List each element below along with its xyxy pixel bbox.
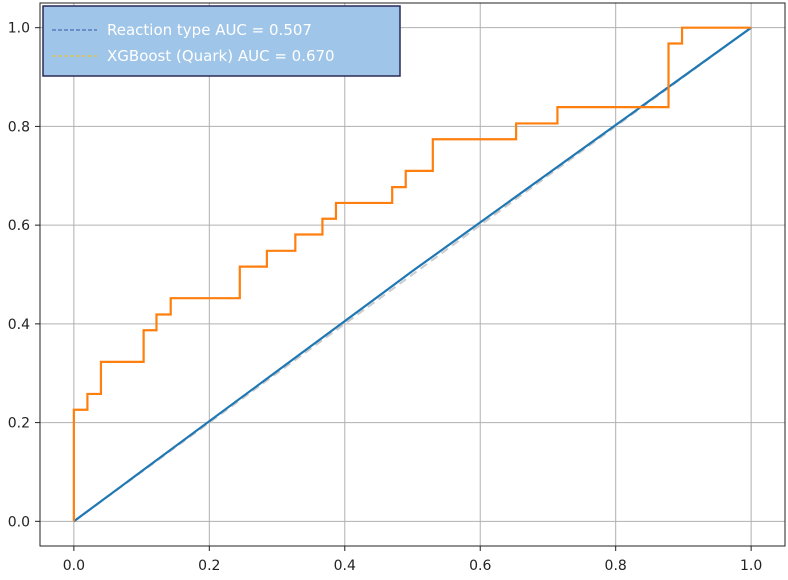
legend-label-reaction-type: Reaction type AUC = 0.507 bbox=[107, 21, 312, 39]
legend-label-xgboost: XGBoost (Quark) AUC = 0.670 bbox=[107, 47, 335, 65]
legend-box bbox=[42, 5, 401, 77]
x-tick-label: 0.8 bbox=[605, 558, 627, 574]
x-tick-label: 1.0 bbox=[740, 558, 762, 574]
x-tick-label: 0.2 bbox=[198, 558, 220, 574]
y-tick-label: 0.0 bbox=[8, 514, 30, 530]
x-tick-label: 0.0 bbox=[63, 558, 85, 574]
legend: Reaction type AUC = 0.507 XGBoost (Quark… bbox=[42, 5, 401, 77]
x-axis-ticks: 0.0 0.2 0.4 0.6 0.8 1.0 bbox=[63, 546, 762, 574]
roc-curve-reaction-type bbox=[73, 26, 752, 523]
y-tick-label: 0.2 bbox=[8, 416, 30, 432]
x-tick-label: 0.4 bbox=[334, 558, 356, 574]
y-tick-label: 0.4 bbox=[8, 317, 30, 333]
x-tick-label: 0.6 bbox=[469, 558, 491, 574]
roc-curve-xgboost bbox=[72, 26, 752, 522]
y-tick-label: 0.8 bbox=[8, 119, 30, 135]
plot-frame bbox=[39, 2, 786, 547]
y-tick-label: 0.6 bbox=[8, 218, 30, 234]
diagonal-reference-line bbox=[73, 26, 752, 523]
y-axis-ticks: 0.0 0.2 0.4 0.6 0.8 1.0 bbox=[8, 21, 40, 530]
y-tick-label: 1.0 bbox=[8, 21, 30, 37]
series-group bbox=[72, 26, 752, 523]
